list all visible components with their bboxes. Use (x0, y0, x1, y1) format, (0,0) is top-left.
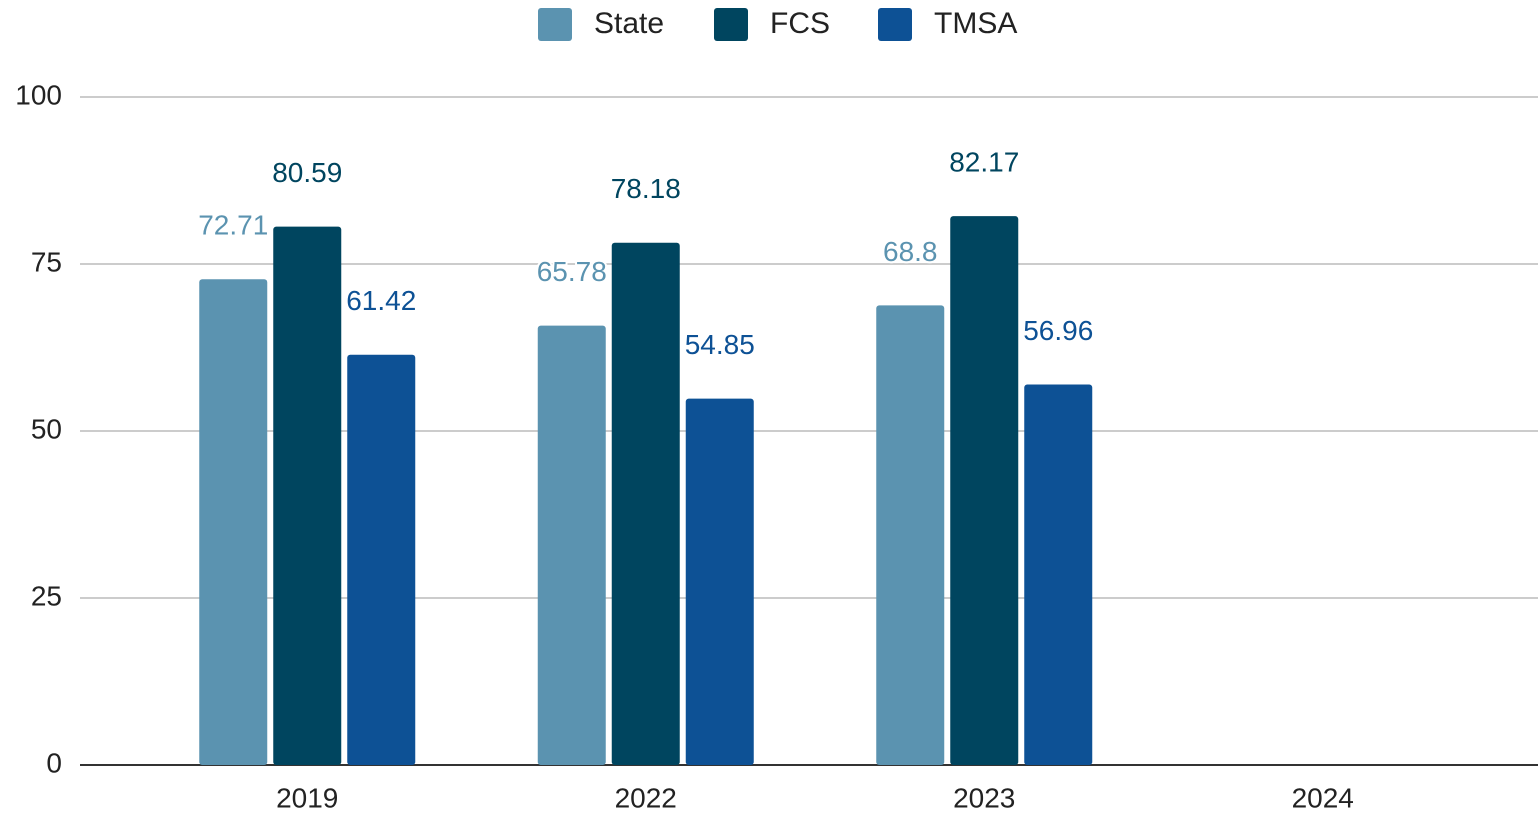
bar (273, 226, 342, 765)
value-label: 61.42 (346, 285, 416, 316)
bar (876, 305, 945, 765)
bar (685, 398, 754, 765)
value-label: 56.96 (1023, 315, 1093, 346)
legend-swatch (714, 8, 748, 41)
legend-label: TMSA (934, 7, 1017, 40)
legend-label: State (594, 7, 664, 40)
bar (1024, 384, 1093, 765)
value-label: 54.85 (685, 329, 755, 360)
x-tick-label: 2024 (1292, 782, 1354, 813)
value-label: 68.8 (883, 236, 938, 267)
y-tick-label: 100 (15, 79, 62, 110)
y-tick-label: 0 (46, 747, 62, 778)
bar (537, 325, 606, 765)
value-label: 80.59 (272, 157, 342, 188)
legend-swatch (538, 8, 572, 41)
x-tick-label: 2022 (615, 782, 677, 813)
value-label: 65.78 (537, 256, 607, 287)
value-label: 72.71 (198, 210, 268, 241)
bar (199, 279, 268, 765)
y-tick-label: 75 (31, 246, 62, 277)
x-tick-label: 2019 (276, 782, 338, 813)
bar (611, 242, 680, 766)
value-label: 78.18 (611, 173, 681, 204)
y-tick-label: 50 (31, 413, 62, 444)
y-tick-label: 25 (31, 580, 62, 611)
value-label: 82.17 (949, 146, 1019, 177)
bar (347, 354, 416, 765)
legend-label: FCS (770, 7, 830, 40)
legend-swatch (878, 8, 912, 41)
bar (950, 216, 1019, 766)
x-tick-label: 2023 (953, 782, 1015, 813)
